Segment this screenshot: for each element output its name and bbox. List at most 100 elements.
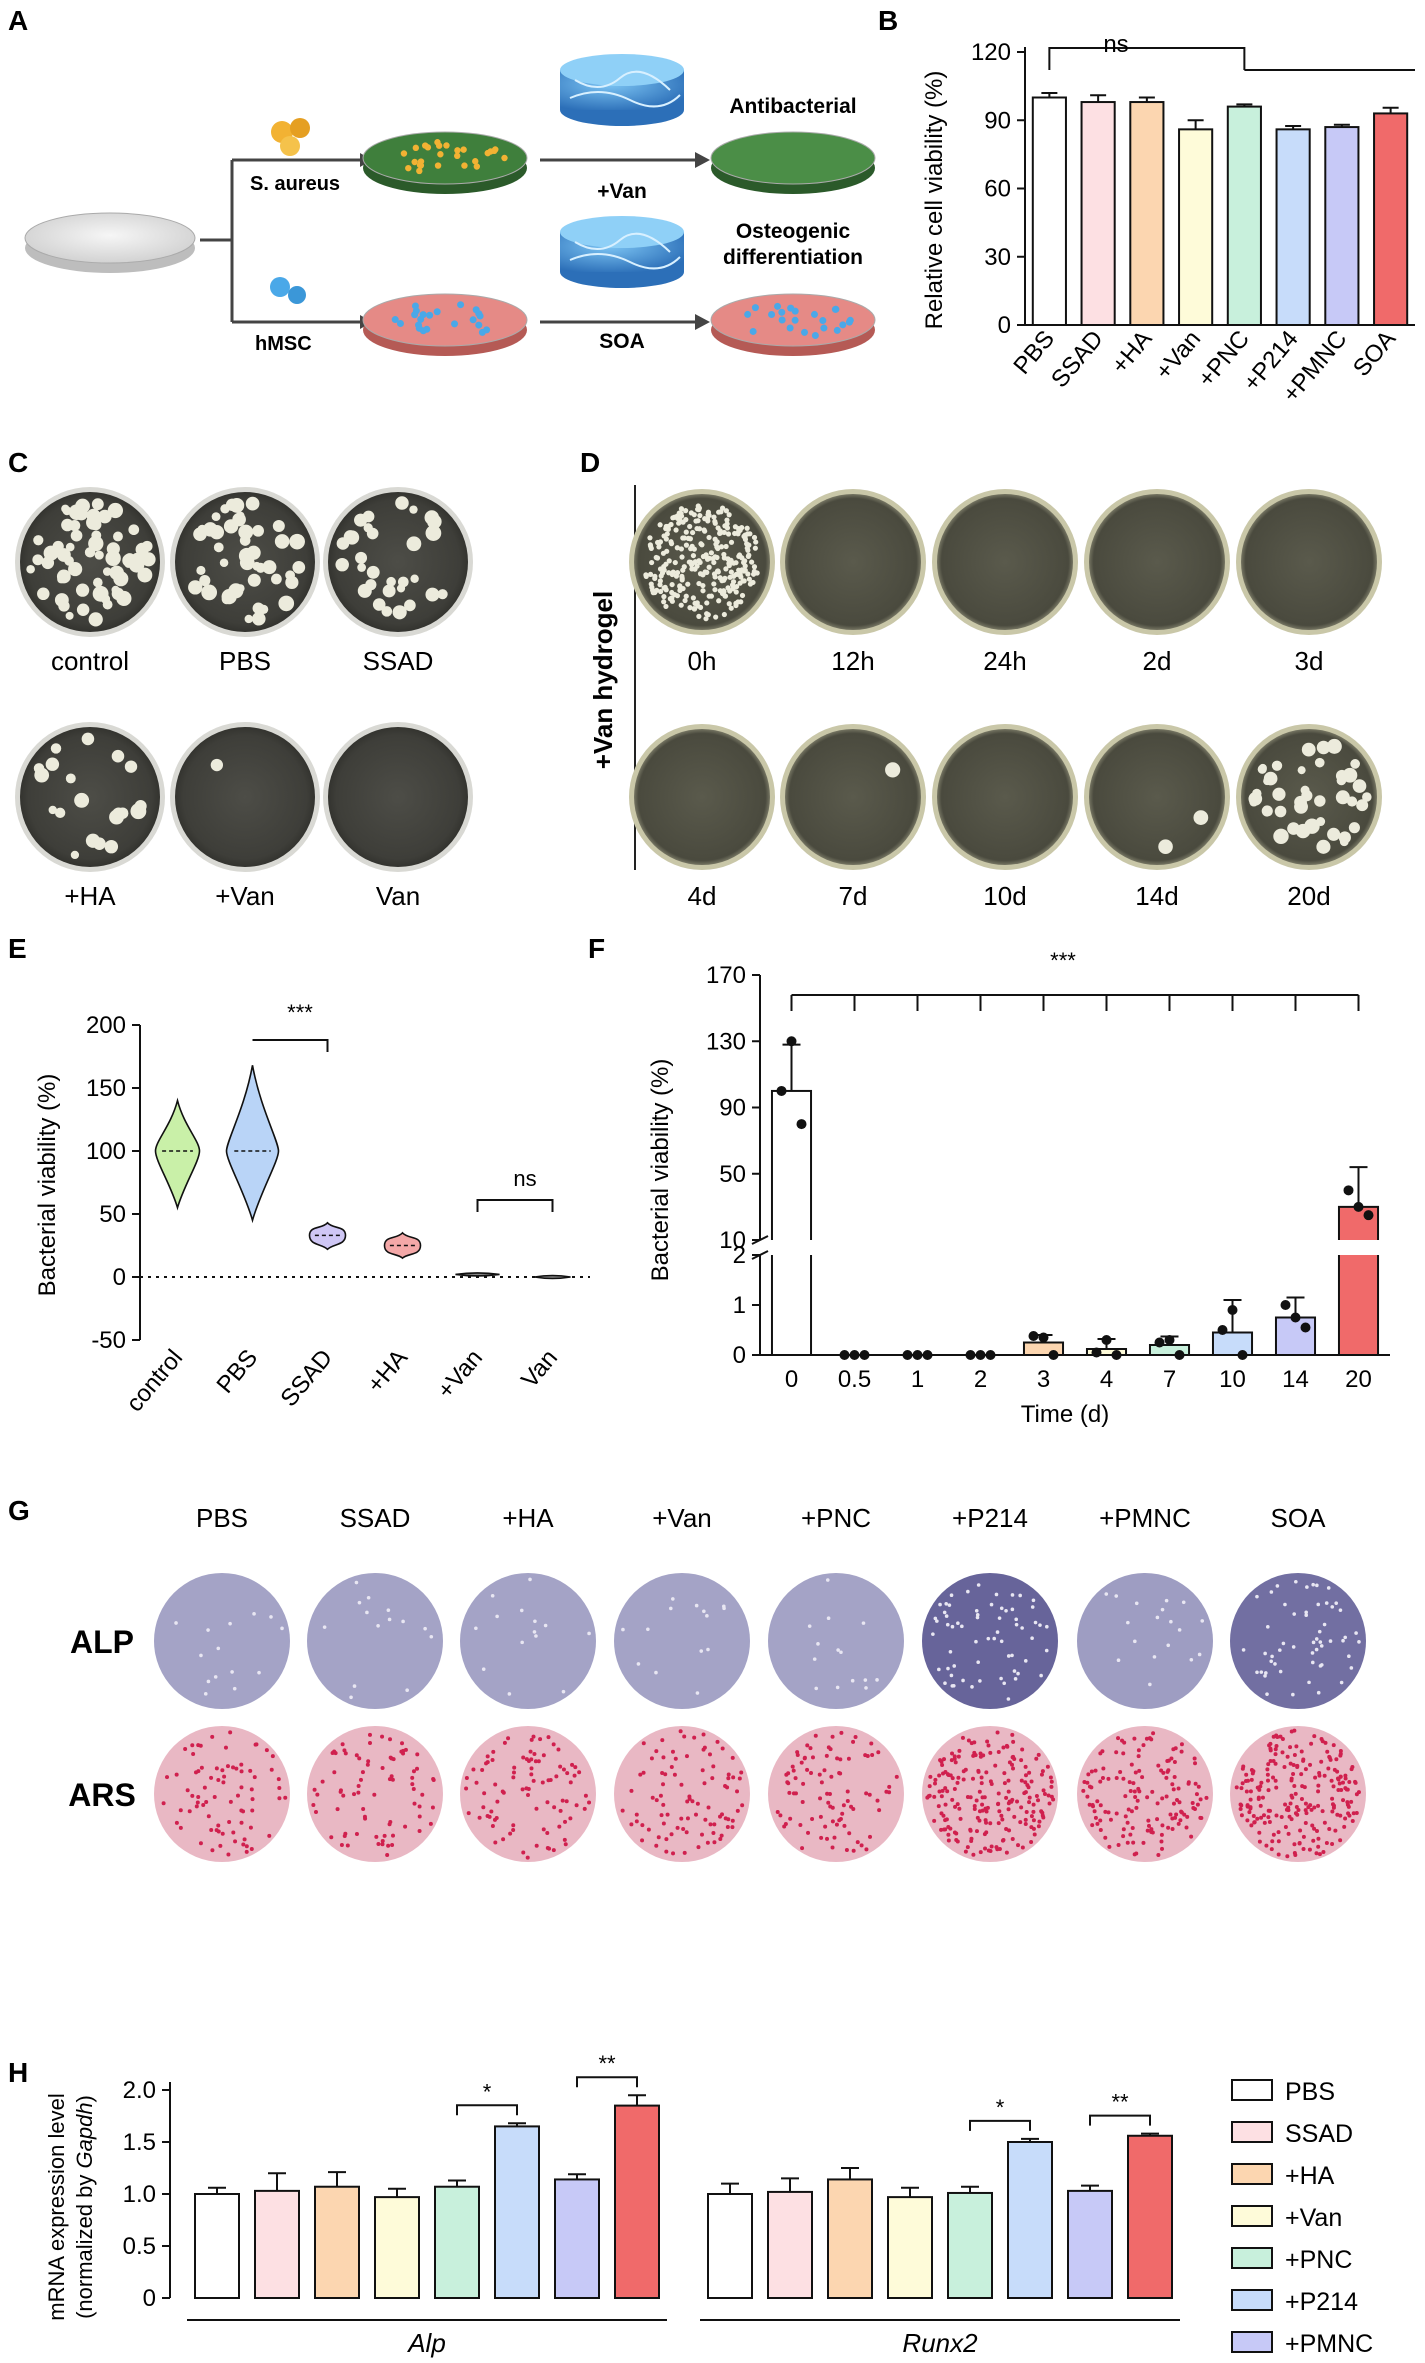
cell-dot [749, 327, 757, 335]
colony [219, 558, 229, 567]
colony [54, 807, 66, 819]
panel-a: A S. aureus hMSC [8, 5, 876, 356]
cell-dot [801, 328, 809, 336]
ars-speck [1103, 1835, 1108, 1840]
ars-speck [1345, 1802, 1350, 1807]
colony [751, 564, 758, 570]
colony [50, 743, 62, 754]
ars-speck [1293, 1791, 1298, 1796]
b-bar [1129, 101, 1165, 326]
colony [68, 561, 83, 577]
ars-speck [972, 1803, 977, 1808]
colony [733, 589, 739, 595]
ars-speck [1317, 1852, 1322, 1857]
cell-icon [288, 286, 306, 304]
alp-speck [533, 1619, 537, 1624]
arrow-head [695, 152, 710, 168]
bacteria-dot [405, 164, 412, 172]
alp-speck [836, 1648, 840, 1652]
colony [94, 550, 104, 560]
f-data-point [1154, 1337, 1165, 1348]
colony [285, 575, 299, 590]
ars-speck [1299, 1749, 1304, 1754]
ars-speck [313, 1810, 318, 1815]
colony [714, 568, 721, 574]
d-plate-label: 12h [831, 646, 874, 676]
b-bar [1275, 128, 1311, 326]
ars-speck [1330, 1809, 1335, 1814]
ars-speck [1023, 1817, 1028, 1822]
ars-speck [187, 1809, 192, 1814]
ars-speck [410, 1775, 415, 1780]
alp-speck [1030, 1605, 1035, 1609]
colony [673, 527, 679, 533]
ars-speck [701, 1747, 706, 1752]
colony [691, 606, 697, 612]
ars-speck [1185, 1814, 1190, 1819]
ars-speck [1304, 1811, 1309, 1816]
colony [706, 564, 712, 570]
ars-speck [989, 1844, 994, 1849]
e-x-tick-label: Van [516, 1345, 563, 1394]
ars-speck [670, 1749, 675, 1754]
e-sig1: *** [287, 1000, 313, 1025]
b-error-bar [1187, 119, 1204, 130]
ars-speck [1120, 1738, 1125, 1743]
h-legend-swatch [1231, 2205, 1273, 2227]
ars-speck [464, 1775, 469, 1780]
panel-label-d: D [580, 447, 600, 478]
h-error-bar [961, 2185, 979, 2193]
ars-speck [730, 1825, 735, 1830]
alp-well [154, 1573, 290, 1709]
colony [57, 575, 66, 584]
d-plate [785, 729, 921, 865]
colony [679, 577, 685, 583]
ars-speck [955, 1802, 960, 1807]
ars-speck [545, 1830, 550, 1835]
colony [657, 582, 663, 588]
alp-speck [1283, 1602, 1287, 1607]
colony [1356, 799, 1369, 812]
bacteria-dot [434, 139, 441, 146]
ars-speck [837, 1818, 842, 1823]
ars-speck [547, 1846, 552, 1851]
f-ylabel: Bacterial viability (%) [647, 1059, 674, 1282]
label-osteogenic: Osteogenic [736, 220, 851, 243]
ars-speck [560, 1798, 565, 1803]
colony [669, 589, 675, 596]
ars-speck [1249, 1777, 1254, 1782]
ars-speck [868, 1834, 873, 1839]
ars-speck [1127, 1780, 1132, 1785]
ars-speck [1121, 1827, 1126, 1832]
label-antibacterial: Antibacterial [729, 95, 856, 118]
colony [1327, 827, 1341, 841]
ars-speck [825, 1836, 830, 1841]
ars-speck [970, 1776, 975, 1781]
alp-speck [1278, 1669, 1283, 1674]
ars-speck [956, 1775, 961, 1780]
ars-speck [654, 1749, 659, 1754]
f-data-point [1363, 1210, 1374, 1221]
ars-speck [1001, 1838, 1006, 1843]
ars-speck [1029, 1814, 1034, 1819]
ars-speck [638, 1772, 643, 1777]
ars-speck [723, 1784, 728, 1789]
ars-speck [877, 1808, 882, 1813]
ars-speck [568, 1816, 573, 1821]
ars-speck [1022, 1791, 1027, 1796]
ars-speck [711, 1764, 716, 1769]
ars-speck [1270, 1839, 1275, 1844]
ars-speck [1289, 1729, 1294, 1734]
cell-icon [270, 277, 290, 297]
bacteria-dot [416, 167, 423, 175]
f-y-tick-label: 130 [706, 1028, 746, 1055]
bacteria-dot [417, 162, 425, 169]
ars-speck [1156, 1852, 1161, 1857]
alp-speck [387, 1617, 392, 1622]
ars-speck [703, 1817, 708, 1822]
colony [102, 599, 113, 610]
ars-speck [693, 1812, 698, 1817]
ars-speck [545, 1800, 550, 1805]
ars-speck [269, 1767, 274, 1772]
f-data-point [1101, 1335, 1112, 1345]
